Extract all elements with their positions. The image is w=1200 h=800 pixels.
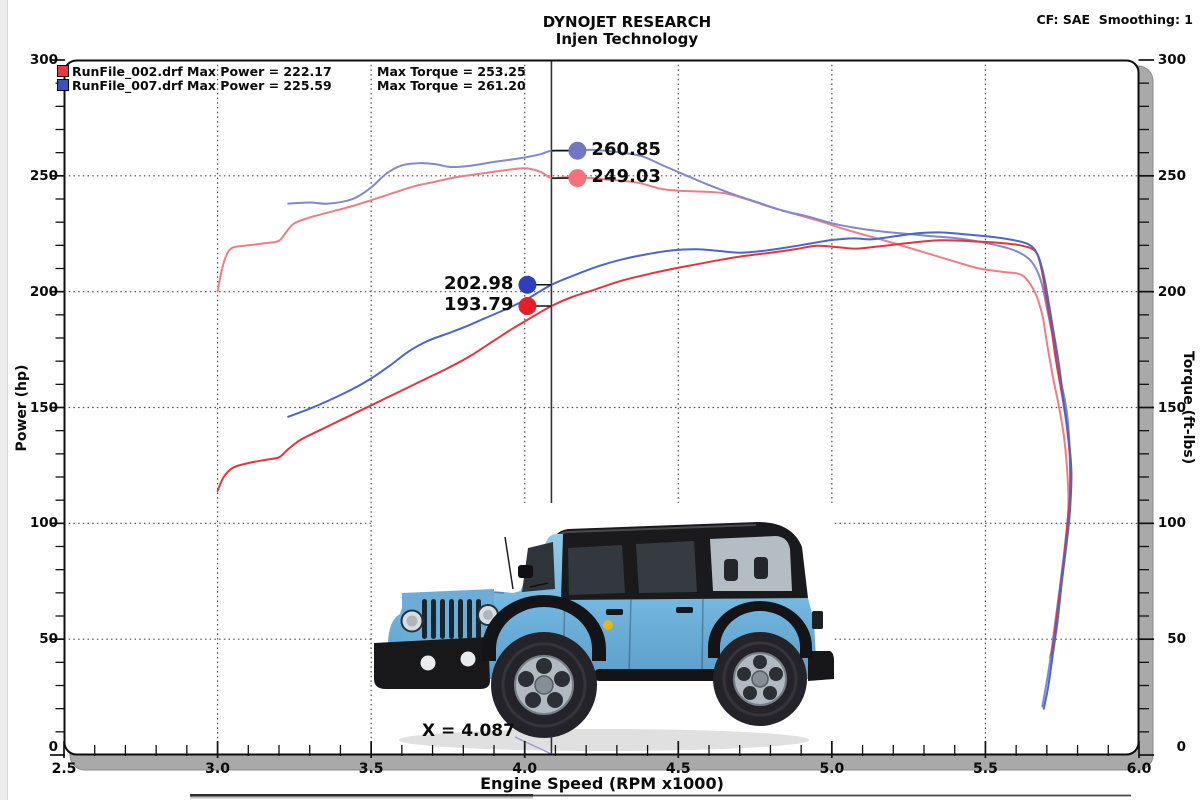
- y-tick-label-right: 50: [1167, 631, 1186, 648]
- rear-wheel: [713, 632, 807, 726]
- correction-smoothing-note: CF: SAE Smoothing: 1: [1036, 12, 1193, 27]
- x-tick-label: 4.0: [512, 761, 538, 777]
- y-tick-label-right: 250: [1157, 167, 1186, 184]
- plot-background: [64, 60, 1139, 755]
- x-tick-label: 6.0: [1126, 761, 1152, 777]
- x-tick-label: 5.5: [973, 761, 998, 777]
- marker-dot: [518, 275, 537, 294]
- panel-edge-dark: [190, 794, 533, 797]
- headlight-inner: [406, 615, 418, 627]
- legend-max-power: Max Power = 225.59: [187, 78, 332, 93]
- dyno-curves: [216, 148, 1073, 710]
- marker-dot: [518, 297, 537, 316]
- front-door-window: [568, 545, 625, 595]
- headlight-inner: [483, 610, 493, 620]
- front-wheel: [491, 632, 597, 738]
- legend-swatch-run007: [57, 79, 69, 91]
- y-tick-label-left: 0: [48, 739, 58, 755]
- curve-runfile_002-power: [216, 239, 1072, 657]
- windshield: [522, 542, 555, 592]
- marker-value-label: 193.79: [443, 294, 514, 316]
- y-tick-label-left: 250: [29, 167, 58, 184]
- x-tick-label: 3.0: [205, 761, 230, 777]
- y-tick-label-left: 150: [29, 399, 58, 416]
- fender-marker: [603, 620, 613, 630]
- cutoff-table-edge[interactable]: [190, 794, 1131, 799]
- y-tick-label-right: 300: [1157, 52, 1186, 68]
- fog-light: [460, 651, 476, 667]
- y-tick-label-left: 100: [29, 515, 58, 532]
- y-tick-label-right: 100: [1157, 515, 1186, 532]
- tail-light: [812, 611, 823, 629]
- cursor-callout-line: [514, 736, 552, 755]
- marker-dot: [568, 141, 587, 160]
- headrest: [724, 559, 738, 581]
- y-tick-label-right: 150: [1157, 399, 1186, 416]
- side-mirror: [518, 565, 533, 578]
- y-tick-label-right: 200: [1157, 283, 1186, 300]
- vehicle-shadow: [399, 729, 809, 751]
- headrest: [754, 557, 768, 579]
- antenna: [504, 536, 514, 590]
- legend-row-1-file-power: RunFile_002.drf Max Power = 222.17: [72, 64, 332, 79]
- axis-overlay: [50, 59, 1154, 758]
- legend-file: RunFile_007.drf: [72, 78, 183, 93]
- panel-edge-thin: [533, 794, 1131, 797]
- quarter-window: [710, 536, 792, 591]
- curve-runfile_002-torque: [216, 167, 1070, 659]
- side-step: [594, 669, 722, 681]
- vehicle-illustration: [372, 503, 834, 753]
- marker-dot: [568, 169, 587, 188]
- legend-row-1-torque: Max Torque = 253.25: [377, 64, 526, 79]
- cursor-markers: [518, 141, 587, 316]
- wiper: [529, 582, 549, 588]
- door-handle: [676, 607, 693, 613]
- plot-frame: [64, 60, 1154, 771]
- marker-value-label: 249.03: [591, 166, 661, 188]
- curve-runfile_007-power: [287, 231, 1073, 710]
- rear-bumper: [808, 651, 834, 681]
- rear-fender-flare: [708, 601, 812, 658]
- door-handle: [606, 609, 623, 615]
- marker-value-label: 260.85: [591, 138, 661, 160]
- cursor-x-readout: X = 4.087: [422, 721, 515, 741]
- app-title: DYNOJET RESEARCH: [542, 13, 712, 31]
- x-tick-label: 2.5: [51, 761, 77, 777]
- legend-max-power: Max Power = 222.17: [187, 64, 332, 79]
- legend-row-2-torque: Max Torque = 261.20: [377, 78, 526, 93]
- front-fender-flare: [482, 595, 606, 661]
- x-tick-label: 3.5: [358, 761, 384, 777]
- window-edge-strip: [0, 0, 8, 800]
- panel-edge-light: [190, 796, 533, 799]
- shop-name: Injen Technology: [555, 30, 699, 48]
- y-tick-label-left: 200: [29, 283, 58, 300]
- legend-swatch-run002: [57, 65, 69, 77]
- x-tick-label: 5.0: [819, 761, 845, 777]
- y-tick-label-left: 300: [29, 52, 58, 68]
- y-tick-label-right: 0: [1176, 739, 1186, 755]
- rear-door-window: [636, 541, 697, 593]
- x-axis-title: Engine Speed (RPM x1000): [480, 774, 724, 793]
- y-tick-label-left: 50: [39, 631, 58, 648]
- legend-row-2-file-power: RunFile_007.drf Max Power = 225.59: [72, 78, 332, 93]
- legend-file: RunFile_002.drf: [72, 64, 183, 79]
- marker-value-label: 202.98: [443, 272, 514, 294]
- x-tick-label: 4.5: [665, 761, 691, 777]
- fog-light: [420, 655, 436, 671]
